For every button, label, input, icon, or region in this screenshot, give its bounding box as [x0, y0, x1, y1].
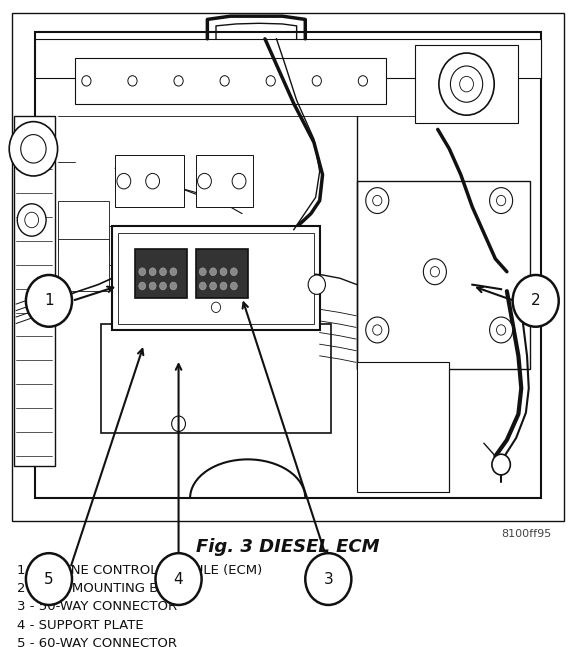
Circle shape [172, 416, 185, 432]
Circle shape [430, 267, 439, 277]
Circle shape [146, 173, 160, 189]
Circle shape [210, 282, 217, 290]
Circle shape [220, 282, 227, 290]
Circle shape [230, 282, 237, 290]
Circle shape [423, 259, 446, 285]
Circle shape [211, 302, 221, 313]
Bar [58, 201, 109, 252]
Circle shape [497, 195, 506, 206]
Circle shape [232, 173, 246, 189]
Circle shape [21, 135, 46, 163]
Circle shape [490, 317, 513, 343]
Circle shape [492, 454, 510, 475]
Circle shape [305, 553, 351, 605]
Circle shape [128, 76, 137, 86]
Bar [135, 249, 187, 298]
Text: Fig. 3 DIESEL ECM: Fig. 3 DIESEL ECM [196, 538, 380, 556]
Circle shape [156, 553, 202, 605]
Text: 4 - SUPPORT PLATE: 4 - SUPPORT PLATE [17, 619, 144, 631]
Circle shape [170, 282, 177, 290]
Bar [357, 362, 449, 492]
Text: 8100ff95: 8100ff95 [501, 529, 551, 539]
Circle shape [439, 53, 494, 115]
Bar [58, 239, 109, 291]
Text: 1: 1 [44, 293, 54, 309]
Circle shape [230, 268, 237, 276]
Circle shape [266, 76, 275, 86]
Circle shape [117, 173, 131, 189]
Circle shape [198, 173, 211, 189]
Bar [196, 155, 253, 207]
Circle shape [82, 76, 91, 86]
Circle shape [174, 76, 183, 86]
Bar [35, 39, 541, 78]
Bar [415, 45, 518, 123]
Circle shape [373, 195, 382, 206]
Text: 5 - 60-WAY CONNECTOR: 5 - 60-WAY CONNECTOR [17, 637, 177, 647]
Text: 3: 3 [324, 571, 333, 587]
Circle shape [25, 212, 39, 228]
Circle shape [149, 268, 156, 276]
Circle shape [366, 317, 389, 343]
Bar [196, 249, 248, 298]
Circle shape [450, 66, 483, 102]
Circle shape [312, 76, 321, 86]
Circle shape [373, 325, 382, 335]
Circle shape [139, 282, 146, 290]
Text: 1 - ENGINE CONTROL MODULE (ECM): 1 - ENGINE CONTROL MODULE (ECM) [17, 564, 263, 577]
Circle shape [199, 282, 206, 290]
Bar [112, 226, 320, 330]
Text: 2: 2 [531, 293, 540, 309]
Circle shape [160, 268, 166, 276]
Circle shape [149, 282, 156, 290]
Circle shape [160, 282, 166, 290]
Circle shape [17, 204, 46, 236]
Circle shape [9, 122, 58, 176]
Circle shape [513, 275, 559, 327]
Circle shape [490, 188, 513, 214]
Text: 5: 5 [44, 571, 54, 587]
Bar [115, 155, 184, 207]
Circle shape [26, 553, 72, 605]
Circle shape [139, 268, 146, 276]
Bar [14, 116, 55, 466]
Circle shape [26, 275, 72, 327]
Text: 3 - 50-WAY CONNECTOR: 3 - 50-WAY CONNECTOR [17, 600, 177, 613]
Bar [357, 181, 530, 369]
Bar [35, 32, 541, 498]
Circle shape [220, 76, 229, 86]
Circle shape [220, 268, 227, 276]
Text: 2 - ECM MOUNTING BOLT: 2 - ECM MOUNTING BOLT [17, 582, 183, 595]
Bar [101, 324, 331, 433]
Bar [75, 58, 386, 104]
Bar [118, 233, 314, 324]
Circle shape [170, 268, 177, 276]
Bar [12, 13, 564, 521]
Circle shape [199, 268, 206, 276]
Circle shape [497, 325, 506, 335]
Circle shape [308, 275, 325, 294]
Circle shape [358, 76, 367, 86]
Circle shape [366, 188, 389, 214]
Circle shape [210, 268, 217, 276]
Text: 4: 4 [174, 571, 183, 587]
Circle shape [460, 76, 473, 92]
